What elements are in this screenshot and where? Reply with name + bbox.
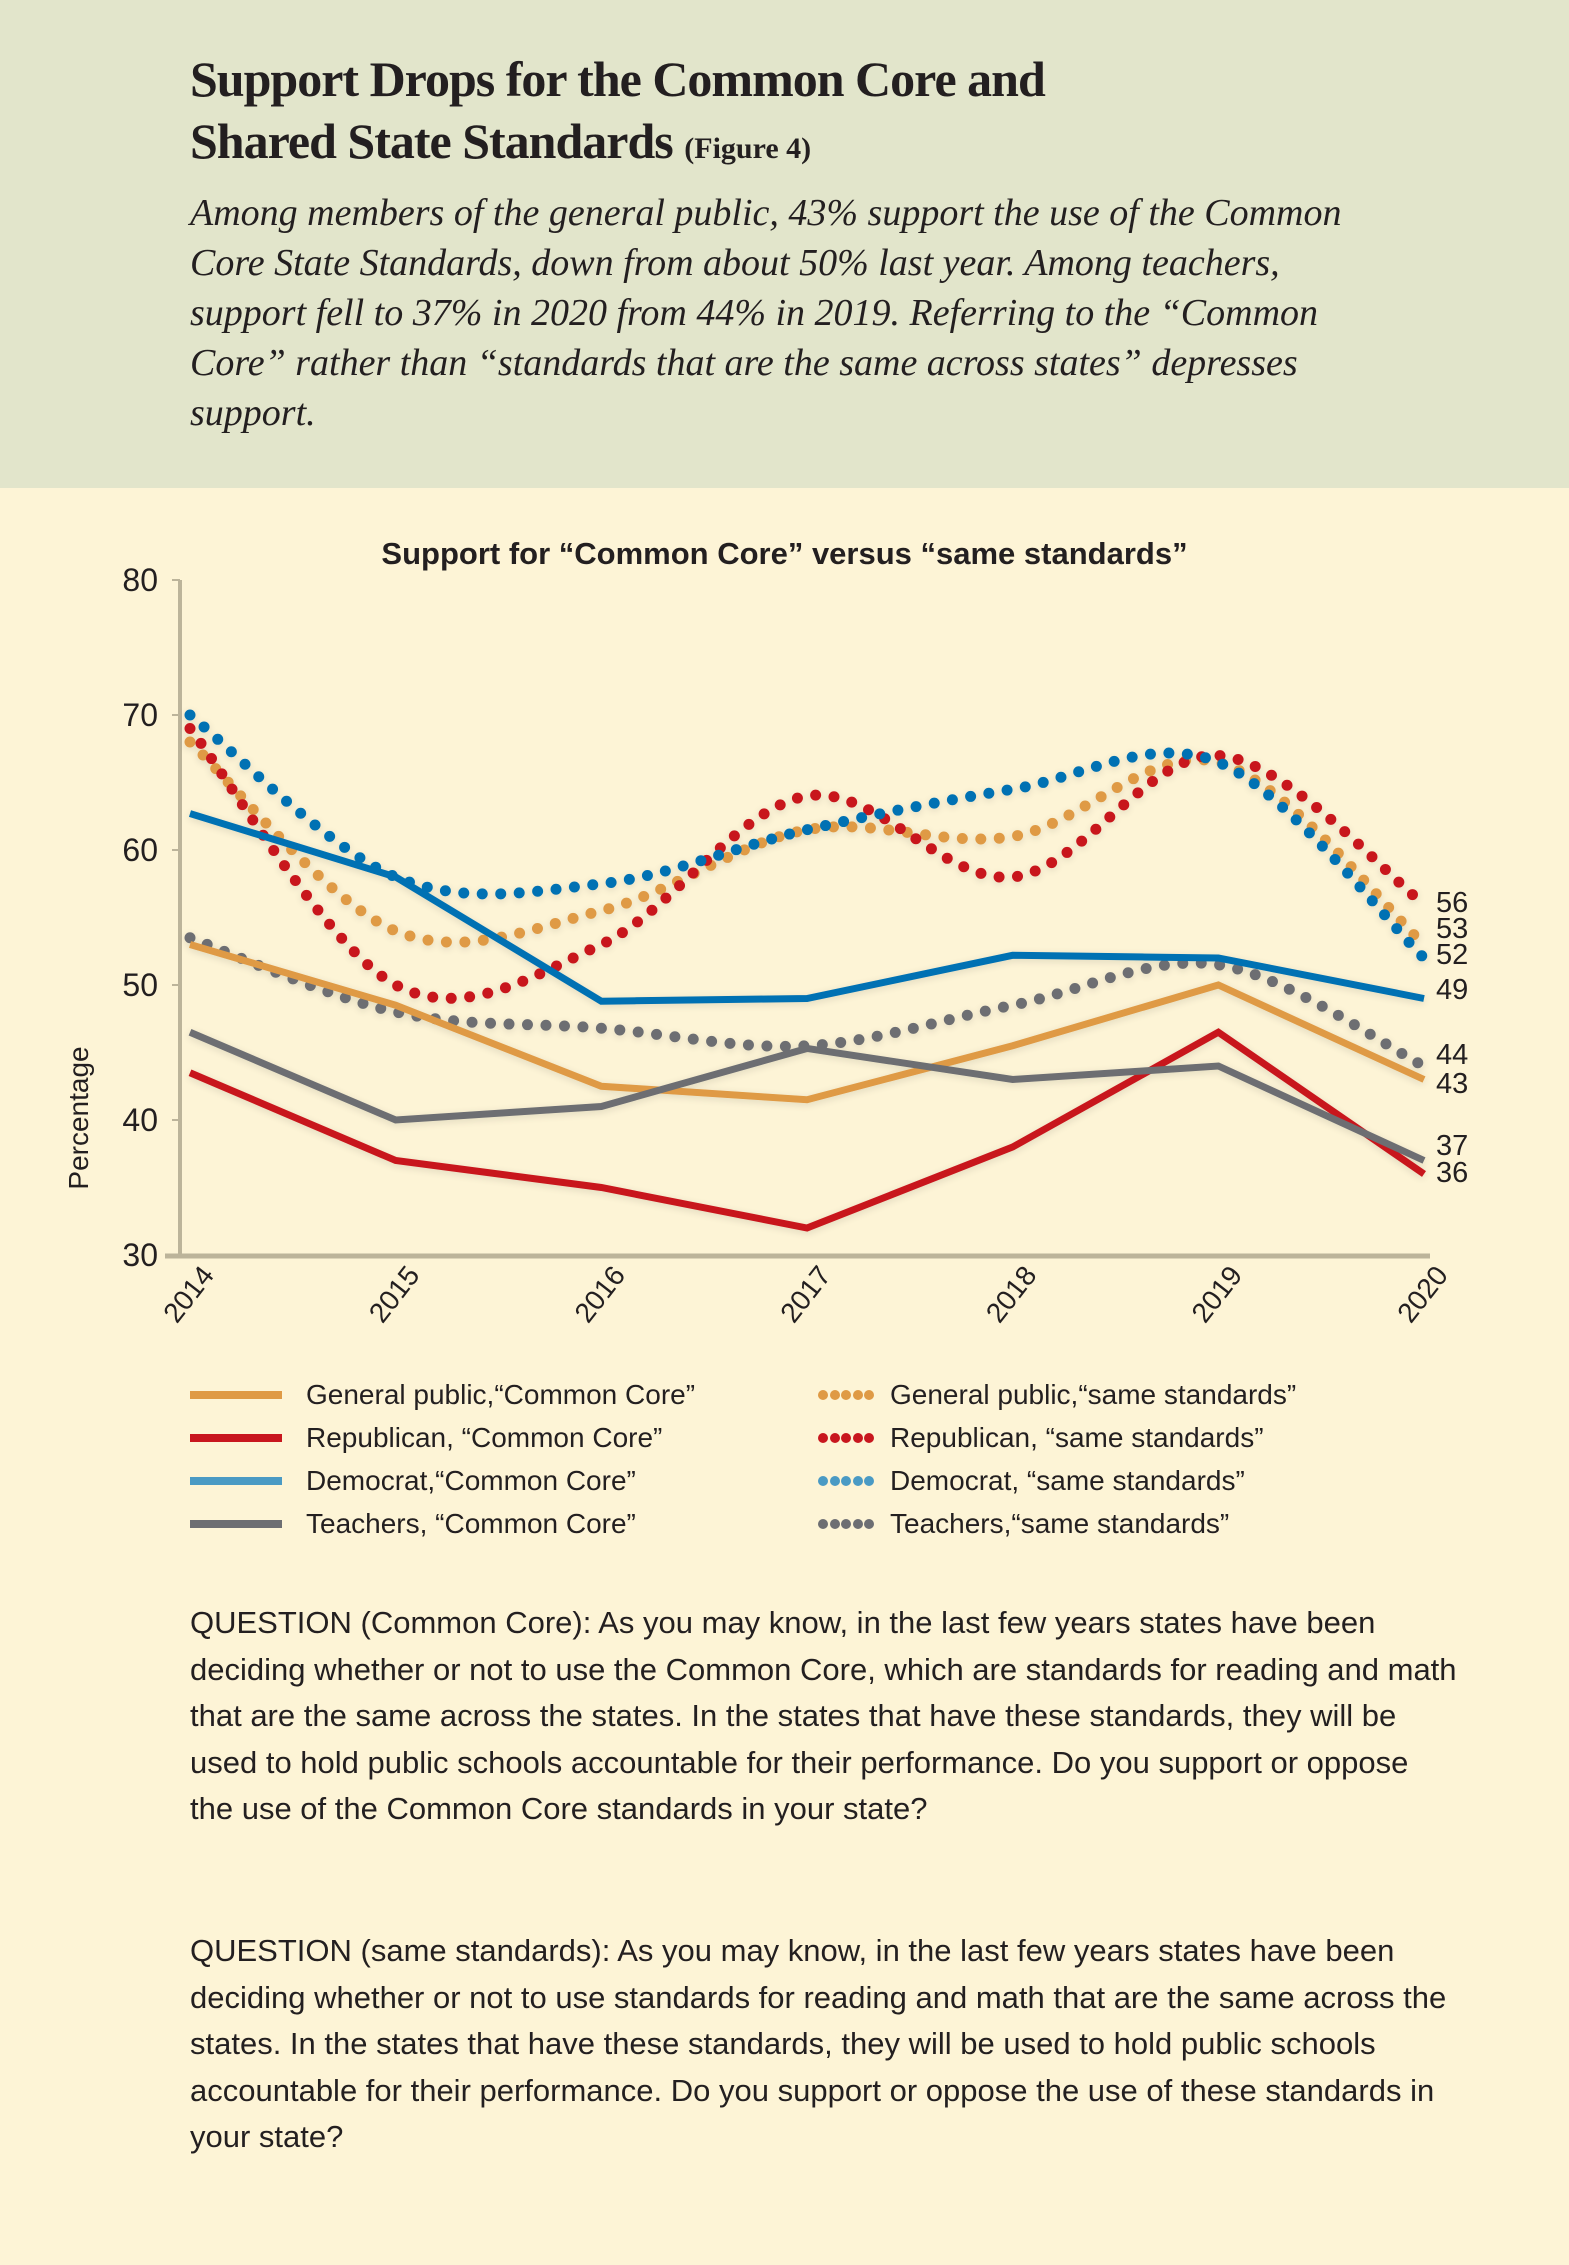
legend-dot <box>829 1433 840 1443</box>
legend-swatch-line <box>190 1391 282 1399</box>
legend-dot <box>841 1433 851 1443</box>
legend-item: General public,“Common Core” <box>190 1375 695 1415</box>
legend-dot <box>852 1476 863 1486</box>
chart-title: Support for “Common Core” versus “same s… <box>381 536 1188 571</box>
header-panel: Support Drops for the Common Core and Sh… <box>0 0 1569 488</box>
y-axis-label: Percentage <box>63 1046 94 1189</box>
legend-dot <box>864 1519 874 1529</box>
legend-item: Republican, “Common Core” <box>190 1418 662 1458</box>
x-tick-label: 2019 <box>1185 1260 1248 1328</box>
x-tick-label: 2014 <box>157 1260 220 1328</box>
end-value-label: 53 <box>1436 913 1468 945</box>
legend-dot <box>864 1476 874 1486</box>
y-tick-label: 60 <box>122 832 158 868</box>
legend-swatch-line <box>190 1520 282 1528</box>
x-tick-label: 2018 <box>980 1260 1043 1328</box>
legend-dot <box>841 1390 851 1400</box>
end-value-label: 37 <box>1436 1130 1468 1162</box>
legend-dot <box>829 1476 840 1486</box>
x-tick-label: 2015 <box>363 1260 426 1328</box>
legend-item: Democrat, “same standards” <box>818 1461 1245 1501</box>
legend-item: Teachers,“same standards” <box>818 1504 1229 1544</box>
figure-tag: (Figure 4) <box>684 132 812 165</box>
legend-dot <box>864 1433 874 1443</box>
legend-dot <box>829 1519 840 1529</box>
legend-label: Republican, “Common Core” <box>306 1422 663 1453</box>
end-value-label: 52 <box>1436 939 1468 971</box>
end-value-label: 44 <box>1436 1039 1468 1071</box>
legend-swatch-dots <box>818 1390 874 1400</box>
y-tick-label: 40 <box>122 1102 158 1138</box>
series-dots-republican-same-standards <box>184 723 1430 1004</box>
legend-dot <box>818 1433 828 1443</box>
end-value-label: 36 <box>1436 1157 1468 1189</box>
legend-label: Teachers,“same standards” <box>890 1508 1230 1539</box>
legend-swatch-line <box>190 1477 282 1485</box>
y-tick-label: 50 <box>122 967 158 1003</box>
y-tick-label: 80 <box>122 562 158 598</box>
legend-item: Republican, “same standards” <box>818 1418 1264 1458</box>
legend-dot <box>852 1390 863 1400</box>
question-common-core: QUESTION (Common Core): As you may know,… <box>190 1605 1457 1826</box>
legend-swatch-dots <box>818 1476 874 1486</box>
legend-dot <box>818 1519 828 1529</box>
figure-subtitle: Among members of the general public, 43%… <box>190 192 1342 434</box>
legend-swatch-line <box>190 1434 282 1442</box>
legend-dot <box>841 1519 851 1529</box>
x-tick-label: 2020 <box>1391 1260 1454 1328</box>
legend-swatch-dots <box>818 1519 874 1529</box>
legend-item: General public,“same standards” <box>818 1375 1296 1415</box>
legend-label: Republican, “same standards” <box>890 1422 1264 1453</box>
legend-label: General public,“same standards” <box>890 1379 1297 1410</box>
title-line-2: Shared State Standards <box>190 113 674 169</box>
legend-swatch-dots <box>818 1433 874 1443</box>
legend-label: General public,“Common Core” <box>306 1379 696 1410</box>
legend-label: Democrat, “same standards” <box>890 1465 1245 1496</box>
legend-dot <box>852 1519 863 1529</box>
question-same-standards: QUESTION (same standards): As you may kn… <box>190 1933 1447 2154</box>
legend-dot <box>841 1476 851 1486</box>
x-tick-label: 2016 <box>568 1260 631 1328</box>
y-tick-label: 30 <box>122 1237 158 1273</box>
title-line-1: Support Drops for the Common Core and <box>190 51 1046 107</box>
legend-dot <box>864 1390 874 1400</box>
end-value-label: 43 <box>1436 1068 1468 1100</box>
legend-dot <box>818 1476 828 1486</box>
end-value-label: 49 <box>1436 974 1468 1006</box>
legend-item: Teachers, “Common Core” <box>190 1504 636 1544</box>
end-value-label: 56 <box>1436 887 1468 919</box>
y-tick-label: 70 <box>122 697 158 733</box>
figure-title: Support Drops for the Common Core and Sh… <box>190 48 1046 180</box>
legend-dot <box>852 1433 863 1443</box>
legend-item: Democrat,“Common Core” <box>190 1461 636 1501</box>
line-chart: 30 40 50 60 70 80 2014 2015 2016 2017 2018 2019 2020… <box>63 562 1468 1328</box>
legend-dot <box>818 1390 828 1400</box>
series-line-republican-common-core <box>188 1028 1426 1232</box>
legend-label: Democrat,“Common Core” <box>306 1465 636 1496</box>
legend-dot <box>829 1390 840 1400</box>
legend-label: Teachers, “Common Core” <box>306 1508 636 1539</box>
x-tick-label: 2017 <box>774 1260 837 1328</box>
